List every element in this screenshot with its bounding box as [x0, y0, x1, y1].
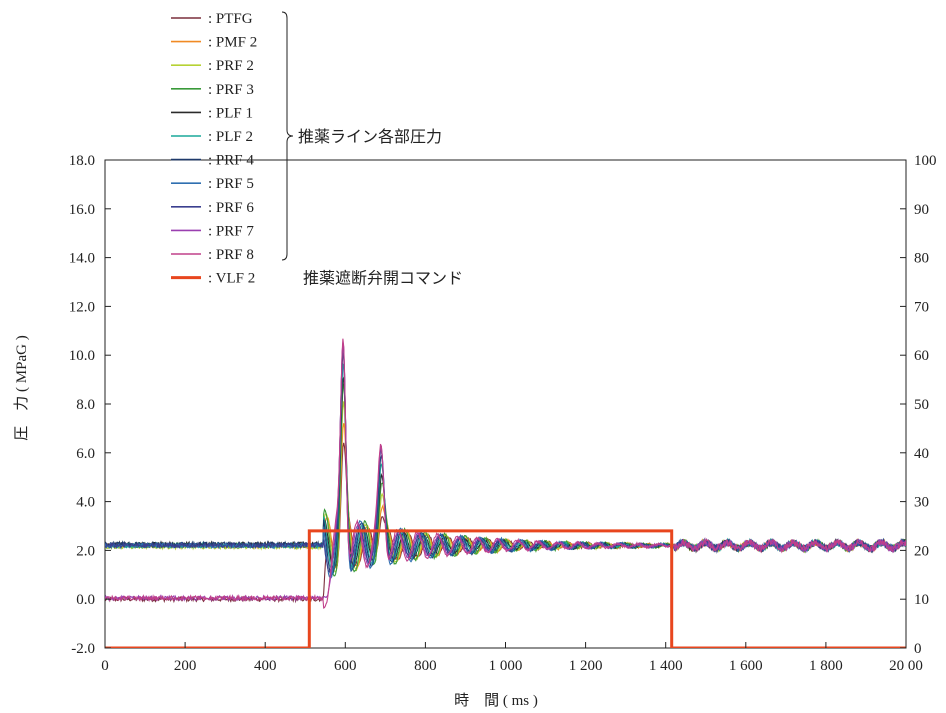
- series-line-vlf2: [105, 529, 906, 648]
- y-tick-label: 16.0: [69, 202, 95, 218]
- legend-bracket: [281, 11, 294, 261]
- y2-tick-label: 30: [914, 495, 929, 511]
- series-line-10: [105, 338, 906, 609]
- x-tick-label: 0: [101, 658, 109, 674]
- y2-tick-label: 100: [914, 153, 937, 169]
- y2-tick-label: 20: [914, 543, 929, 559]
- legend-label: : PRF 2: [208, 58, 254, 74]
- x-tick-label: 1 600: [729, 658, 763, 674]
- x-axis-title: 時 間 ( ms ): [454, 692, 538, 709]
- series-line-8: [105, 343, 906, 573]
- y2-tick-label: 80: [914, 251, 929, 267]
- y2-tick-label: 0: [914, 641, 922, 657]
- legend-label: : PRF 3: [208, 82, 254, 98]
- legend-label: : PMF 2: [208, 35, 257, 51]
- bracket-label-command: 推薬遮断弁開コマンド: [303, 270, 463, 288]
- y2-tick-label: 60: [914, 348, 929, 364]
- legend-label: : PLF 1: [208, 105, 253, 121]
- y2-tick-label: 10: [914, 592, 929, 608]
- y2-tick-label: 40: [914, 446, 929, 462]
- legend-label: : VLF 2: [208, 271, 255, 287]
- y-tick-label: 4.0: [76, 495, 95, 511]
- y-tick-label: 0.0: [76, 592, 95, 608]
- y-tick-label: 6.0: [76, 446, 95, 462]
- y-tick-label: 8.0: [76, 397, 95, 413]
- x-tick-label: 1 000: [489, 658, 523, 674]
- y-tick-label: 2.0: [76, 543, 95, 559]
- x-tick-label: 1 400: [649, 658, 683, 674]
- legend-label: : PLF 2: [208, 129, 253, 145]
- y2-tick-label: 90: [914, 202, 929, 218]
- y2-tick-label: 70: [914, 299, 929, 315]
- x-tick-label: 1 800: [809, 658, 843, 674]
- x-tick-label: 400: [254, 658, 277, 674]
- y-tick-label: 18.0: [69, 153, 95, 169]
- series-line-9: [105, 342, 906, 603]
- legend-label: : PRF 7: [208, 223, 254, 239]
- legend-label: : PRF 8: [208, 247, 254, 263]
- y-tick-label: -2.0: [71, 641, 95, 657]
- legend-label: : PRF 5: [208, 176, 254, 192]
- x-tick-label: 200: [174, 658, 197, 674]
- legend-label: : PRF 6: [208, 200, 254, 216]
- bracket-label-pressure: 推薬ライン各部圧力: [298, 128, 442, 146]
- y-tick-label: 10.0: [69, 348, 95, 364]
- legend: : PTFG : PMF 2 : PRF 2 : PRF 3 : PLF 1 : PLF …: [171, 11, 463, 288]
- y-tick-label: 14.0: [69, 251, 95, 267]
- y-tick-label: 12.0: [69, 299, 95, 315]
- y2-tick-label: 50: [914, 397, 929, 413]
- x-tick-label: 1 200: [569, 658, 603, 674]
- series-line-6: [105, 352, 906, 578]
- legend-label: : PTFG: [208, 11, 253, 27]
- series-line-0: [105, 442, 906, 604]
- x-tick-label: 800: [414, 658, 437, 674]
- axes-layer: 0 200 400 600 800 1 000 1 200 1 400 1 600 1 800 20…: [69, 153, 937, 674]
- legend-label: : PRF 4: [208, 153, 254, 169]
- x-tick-label: 600: [334, 658, 357, 674]
- series-layer: [105, 338, 906, 648]
- y-axis-title: 圧 力 ( MPaG ): [13, 335, 30, 440]
- x-tick-label: 20 00: [889, 658, 923, 674]
